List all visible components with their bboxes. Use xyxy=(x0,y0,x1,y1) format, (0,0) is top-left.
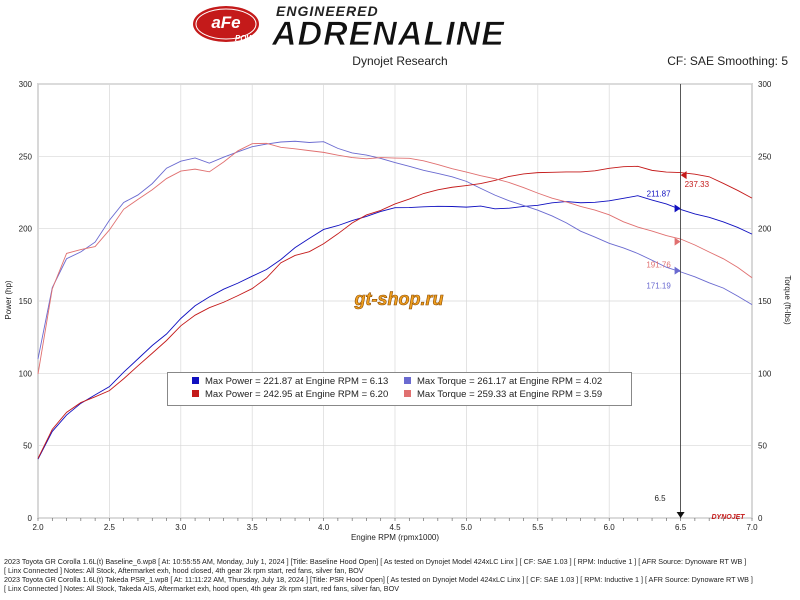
legend-swatch xyxy=(404,390,411,397)
legend-swatch xyxy=(192,390,199,397)
series-line xyxy=(37,195,753,460)
y-tick-label: 100 xyxy=(19,369,33,378)
chart-annotations: 211.87 237.33 191.76 171.19 xyxy=(646,171,710,291)
annotation-marker xyxy=(674,204,681,213)
correction-label: CF: SAE Smoothing: 5 xyxy=(667,54,788,68)
x-tick-label: 2.0 xyxy=(32,523,44,532)
chart-series xyxy=(37,84,753,518)
legend-label: Max Torque = 261.17 at Engine RPM = 4.02 xyxy=(417,376,603,387)
legend-item: Max Torque = 259.33 at Engine RPM = 3.59 xyxy=(404,389,602,401)
brand-main: ADRENALINE xyxy=(271,15,505,50)
y2-tick-label: 50 xyxy=(758,442,767,451)
x-tick-label: 5.5 xyxy=(532,523,544,532)
dynojet-mark: DYNOJET xyxy=(711,514,745,521)
cursor-marker xyxy=(676,512,685,518)
y2-tick-label: 250 xyxy=(758,152,772,161)
x-tick-label: 4.0 xyxy=(318,523,330,532)
y2-tick-label: 150 xyxy=(758,297,772,306)
x-tick-label: 2.5 xyxy=(104,523,116,532)
y-tick-label: 250 xyxy=(19,152,33,161)
x-tick-label: 6.5 xyxy=(675,523,687,532)
series-line xyxy=(37,142,753,375)
x-tick-label: 7.0 xyxy=(746,523,758,532)
annotation-label: 237.33 xyxy=(685,180,710,189)
x-tick-label: 5.0 xyxy=(461,523,473,532)
dyno-chart: 2.0 2.5 3.0 3.5 4.0 4.5 5.0 5.5 6.0 6.5 7.00 050 501… xyxy=(4,80,792,542)
legend-item: Max Power = 221.87 at Engine RPM = 6.13 xyxy=(192,376,388,388)
x-tick-label: 6.0 xyxy=(604,523,616,532)
brand-header: aFe POWER ENGINEERED ADRENALINE xyxy=(0,0,800,53)
run-info-line: 2023 Toyota GR Corolla 1.6L(t) Baseline_… xyxy=(4,557,747,566)
chart-grid xyxy=(37,83,753,519)
legend-swatch xyxy=(192,377,199,384)
chart-subheader: Dynojet Research CF: SAE Smoothing: 5 xyxy=(0,52,800,72)
annotation-label: 211.87 xyxy=(647,189,671,198)
cursor-label: 6.5 xyxy=(654,494,666,503)
legend-item: Max Torque = 261.17 at Engine RPM = 4.02 xyxy=(404,376,602,388)
brand-top: ENGINEERED xyxy=(276,3,379,19)
y-tick-label: 200 xyxy=(19,225,33,234)
y-tick-label: 300 xyxy=(19,80,33,89)
x-tick-label: 3.0 xyxy=(175,523,187,532)
legend-label: Max Torque = 259.33 at Engine RPM = 3.59 xyxy=(417,389,603,400)
annotation-label: 171.19 xyxy=(646,282,671,291)
y2-axis-label: Torque (ft-lbs) xyxy=(783,275,792,325)
annotation-label: 191.76 xyxy=(646,261,671,270)
y2-tick-label: 0 xyxy=(758,514,763,523)
legend-item: Max Power = 242.95 at Engine RPM = 6.20 xyxy=(192,389,388,401)
run-info-footer: 2023 Toyota GR Corolla 1.6L(t) Baseline_… xyxy=(4,557,800,593)
legend-swatch xyxy=(404,377,411,384)
x-axis-label: Engine RPM (rpmx1000) xyxy=(351,533,439,542)
watermark: gt-shop.ru xyxy=(354,289,444,309)
y-tick-label: 50 xyxy=(23,442,32,451)
run-info-line: [ Linx Connected ] Notes: All Stock, Tak… xyxy=(4,584,399,593)
y-tick-label: 0 xyxy=(28,514,33,523)
chart-center-title: Dynojet Research xyxy=(352,54,448,68)
y2-tick-label: 100 xyxy=(758,369,772,378)
annotation-marker xyxy=(680,171,687,180)
brand-logo: aFe POWER ENGINEERED ADRENALINE xyxy=(193,3,505,53)
run-info-line: 2023 Toyota GR Corolla 1.6L(t) Takeda PS… xyxy=(4,575,753,584)
y-axis-label: Power (hp) xyxy=(4,280,13,319)
y2-tick-label: 300 xyxy=(758,80,772,89)
legend-label: Max Power = 242.95 at Engine RPM = 6.20 xyxy=(205,389,389,400)
logo-sub: POWER xyxy=(235,34,265,43)
series-line xyxy=(37,165,753,459)
x-tick-label: 3.5 xyxy=(247,523,259,532)
y2-tick-label: 200 xyxy=(758,225,772,234)
chart-axes: 2.0 2.5 3.0 3.5 4.0 4.5 5.0 5.5 6.0 6.5 7.00 050 501… xyxy=(19,80,772,532)
annotation-marker xyxy=(674,266,681,275)
series-line xyxy=(37,140,753,360)
x-tick-label: 4.5 xyxy=(389,523,401,532)
y-tick-label: 150 xyxy=(19,297,33,306)
annotation-marker xyxy=(674,237,681,246)
legend-label: Max Power = 221.87 at Engine RPM = 6.13 xyxy=(205,376,389,387)
run-info-line: [ Linx Connected ] Notes: All Stock, Aft… xyxy=(4,566,364,575)
logo-text: aFe xyxy=(211,13,240,32)
chart-legend: Max Power = 221.87 at Engine RPM = 6.13 … xyxy=(167,372,632,406)
